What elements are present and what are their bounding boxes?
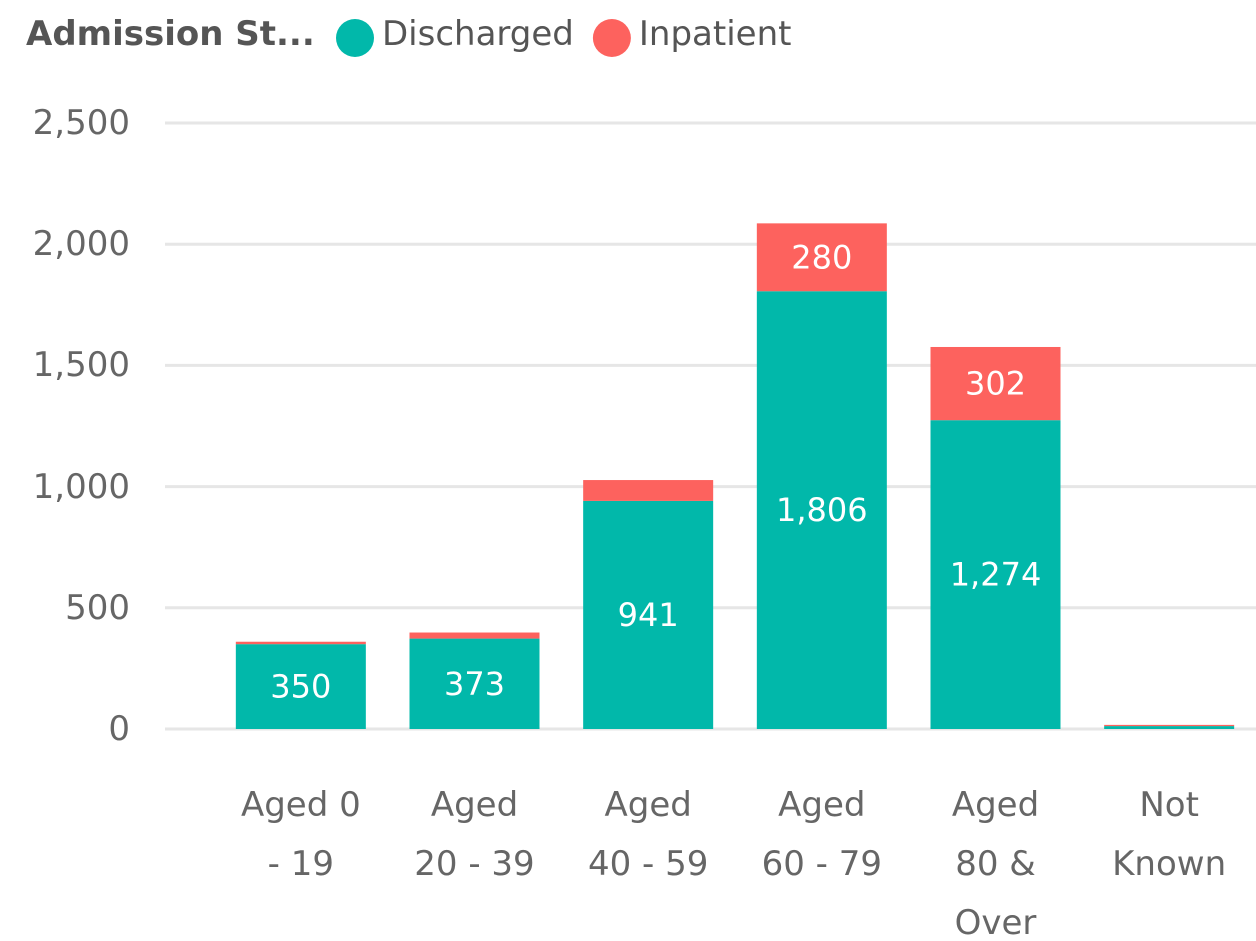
- bar-segment: [930, 346, 1061, 421]
- y-tick-label: 2,000: [32, 224, 130, 265]
- legend-marker: [336, 19, 374, 57]
- x-tick-label: Aged 60 - 79: [761, 785, 883, 884]
- legend-label: Discharged: [382, 14, 574, 54]
- bar-segment: [1104, 726, 1235, 729]
- y-tick-label: 2,500: [32, 103, 130, 143]
- x-tick-label: Not Known: [1112, 785, 1227, 884]
- y-tick-label: 1,500: [32, 345, 130, 386]
- bar-segment: [409, 638, 540, 729]
- legend-label: Inpatient: [638, 14, 792, 54]
- bar-segment: [583, 480, 714, 501]
- data-label: 302: [965, 365, 1026, 403]
- bar-segment: [930, 420, 1061, 729]
- data-label: 373: [444, 665, 505, 703]
- x-tick-label: Aged 20 - 39: [414, 785, 535, 884]
- y-tick-label: 0: [108, 709, 130, 749]
- bar-segment: [409, 632, 540, 639]
- x-tick-label: Aged 40 - 59: [587, 785, 709, 884]
- bar-segment: [756, 223, 887, 292]
- data-label: 941: [618, 596, 679, 634]
- data-label: 350: [270, 668, 331, 706]
- bar-segment: [756, 291, 887, 729]
- bar-segment: [235, 644, 366, 729]
- bar-segment: [1104, 724, 1235, 727]
- y-tick-label: 1,000: [32, 466, 130, 507]
- x-tick-label: Aged 0 - 19: [240, 785, 361, 884]
- bar-segment: [235, 641, 366, 645]
- data-label: 280: [791, 238, 852, 276]
- x-tick-label: Aged 80 & Over: [951, 785, 1040, 941]
- bar-segment: [583, 500, 714, 729]
- data-label: 1,274: [950, 556, 1042, 594]
- legend-title: Admission St...: [26, 14, 315, 54]
- data-label: 1,806: [776, 491, 868, 529]
- y-tick-label: 500: [65, 587, 130, 628]
- legend-marker: [592, 19, 631, 57]
